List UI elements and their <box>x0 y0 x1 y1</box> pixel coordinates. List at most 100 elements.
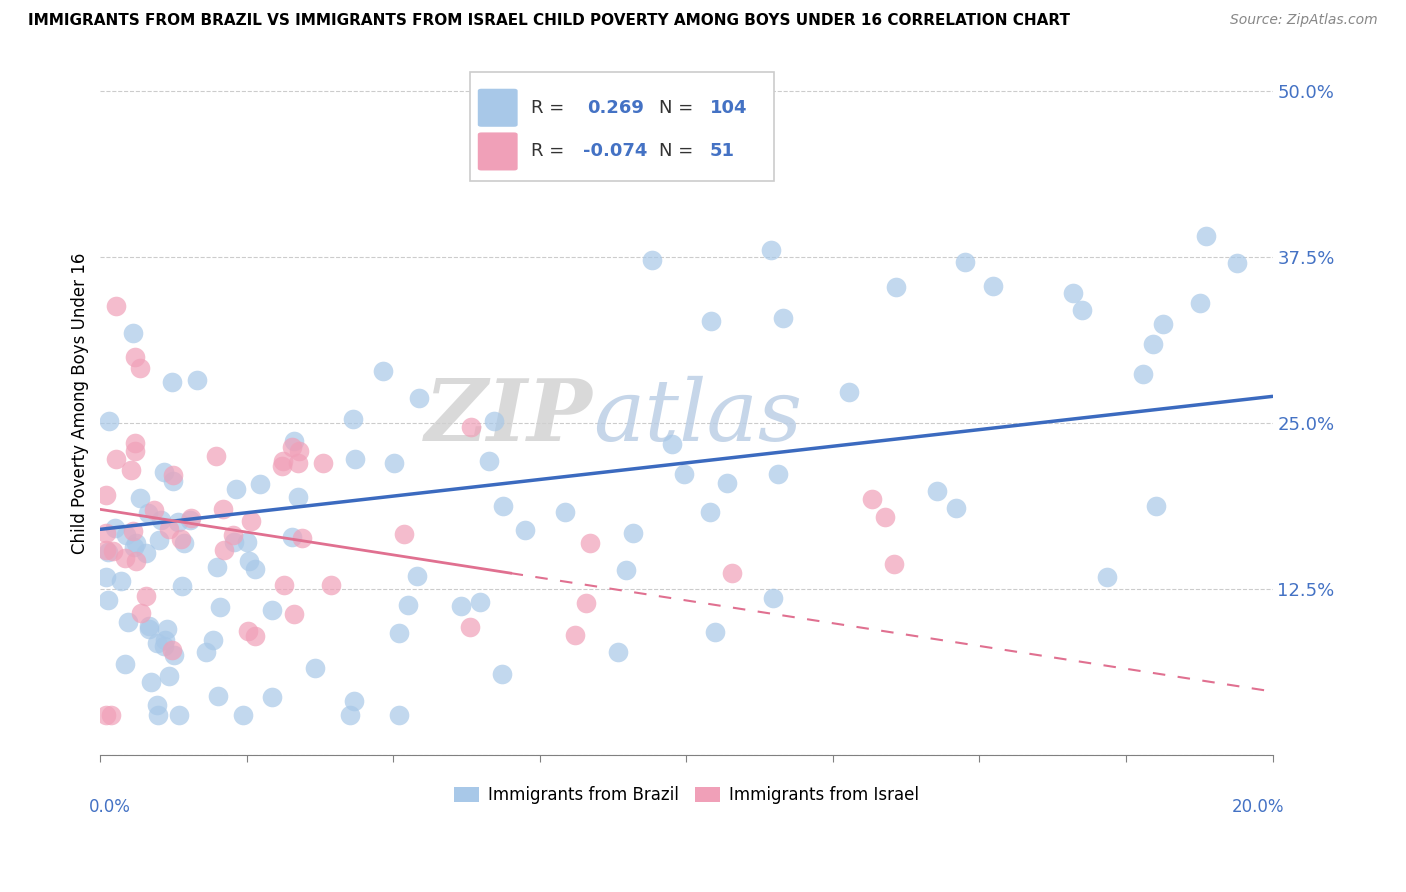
Point <box>236 624 259 638</box>
Point <box>470 595 492 609</box>
Legend: Immigrants from Brazil, Immigrants from Israel: Immigrants from Brazil, Immigrants from … <box>447 779 925 811</box>
Point <box>167 515 190 529</box>
Point <box>249 477 271 491</box>
Text: N =: N = <box>659 100 693 118</box>
Point <box>221 528 243 542</box>
Point <box>236 535 259 549</box>
Point <box>884 279 907 293</box>
Point <box>125 554 148 568</box>
Point <box>114 657 136 671</box>
Point <box>105 299 128 313</box>
Point <box>135 589 157 603</box>
Point <box>145 698 167 712</box>
Point <box>492 499 515 513</box>
Point <box>762 591 785 606</box>
Point <box>150 513 173 527</box>
Point <box>343 694 366 708</box>
Text: ZIP: ZIP <box>425 376 593 458</box>
Point <box>1071 302 1094 317</box>
Point <box>179 513 201 527</box>
Point <box>1188 296 1211 310</box>
Point <box>700 314 723 328</box>
Point <box>124 436 146 450</box>
Point <box>721 566 744 581</box>
Point <box>162 474 184 488</box>
Point <box>143 503 166 517</box>
Point <box>96 543 118 558</box>
Point <box>339 708 361 723</box>
Point <box>239 514 262 528</box>
Text: R =: R = <box>530 100 564 118</box>
Point <box>232 707 254 722</box>
Point <box>153 466 176 480</box>
Point <box>614 563 637 577</box>
Point <box>153 639 176 653</box>
Point <box>129 491 152 506</box>
Point <box>319 577 342 591</box>
Point <box>387 626 409 640</box>
Point <box>387 708 409 723</box>
Point <box>396 598 419 612</box>
Point <box>186 373 208 387</box>
Point <box>478 454 501 468</box>
Point <box>382 456 405 470</box>
Point <box>173 536 195 550</box>
Point <box>1132 368 1154 382</box>
Point <box>209 600 232 615</box>
Text: -0.074: -0.074 <box>583 143 648 161</box>
Point <box>160 375 183 389</box>
Text: IMMIGRANTS FROM BRAZIL VS IMMIGRANTS FROM ISRAEL CHILD POVERTY AMONG BOYS UNDER : IMMIGRANTS FROM BRAZIL VS IMMIGRANTS FRO… <box>28 13 1070 29</box>
Point <box>148 708 170 723</box>
Point <box>621 526 644 541</box>
Point <box>860 491 883 506</box>
Point <box>661 437 683 451</box>
Point <box>138 622 160 636</box>
Point <box>138 506 160 520</box>
Point <box>96 488 118 502</box>
FancyBboxPatch shape <box>478 132 517 170</box>
Point <box>1152 317 1174 331</box>
Point <box>167 708 190 723</box>
Point <box>157 669 180 683</box>
Point <box>304 661 326 675</box>
Point <box>673 467 696 481</box>
Point <box>281 531 304 545</box>
Point <box>207 689 229 703</box>
Point <box>124 350 146 364</box>
Point <box>110 574 132 588</box>
Point <box>212 502 235 516</box>
Point <box>202 632 225 647</box>
Text: R =: R = <box>530 143 564 161</box>
Point <box>104 521 127 535</box>
Point <box>114 551 136 566</box>
Point <box>114 528 136 542</box>
Point <box>883 557 905 571</box>
Point <box>148 533 170 548</box>
Point <box>873 509 896 524</box>
Point <box>262 603 284 617</box>
Point <box>641 253 664 268</box>
Point <box>283 434 305 448</box>
Point <box>163 648 186 663</box>
Point <box>169 532 191 546</box>
Point <box>484 414 506 428</box>
Point <box>224 534 246 549</box>
Text: 104: 104 <box>710 100 748 118</box>
Point <box>271 454 294 468</box>
Point <box>1095 570 1118 584</box>
FancyBboxPatch shape <box>470 72 775 181</box>
Point <box>311 456 333 470</box>
Point <box>120 463 142 477</box>
Point <box>458 620 481 634</box>
Point <box>288 443 311 458</box>
Point <box>575 596 598 610</box>
Point <box>238 553 260 567</box>
Point <box>981 278 1004 293</box>
Point <box>243 629 266 643</box>
Point <box>225 482 247 496</box>
Text: Source: ZipAtlas.com: Source: ZipAtlas.com <box>1230 13 1378 28</box>
Point <box>945 500 967 515</box>
Point <box>291 531 314 545</box>
Point <box>122 524 145 538</box>
Point <box>408 391 430 405</box>
